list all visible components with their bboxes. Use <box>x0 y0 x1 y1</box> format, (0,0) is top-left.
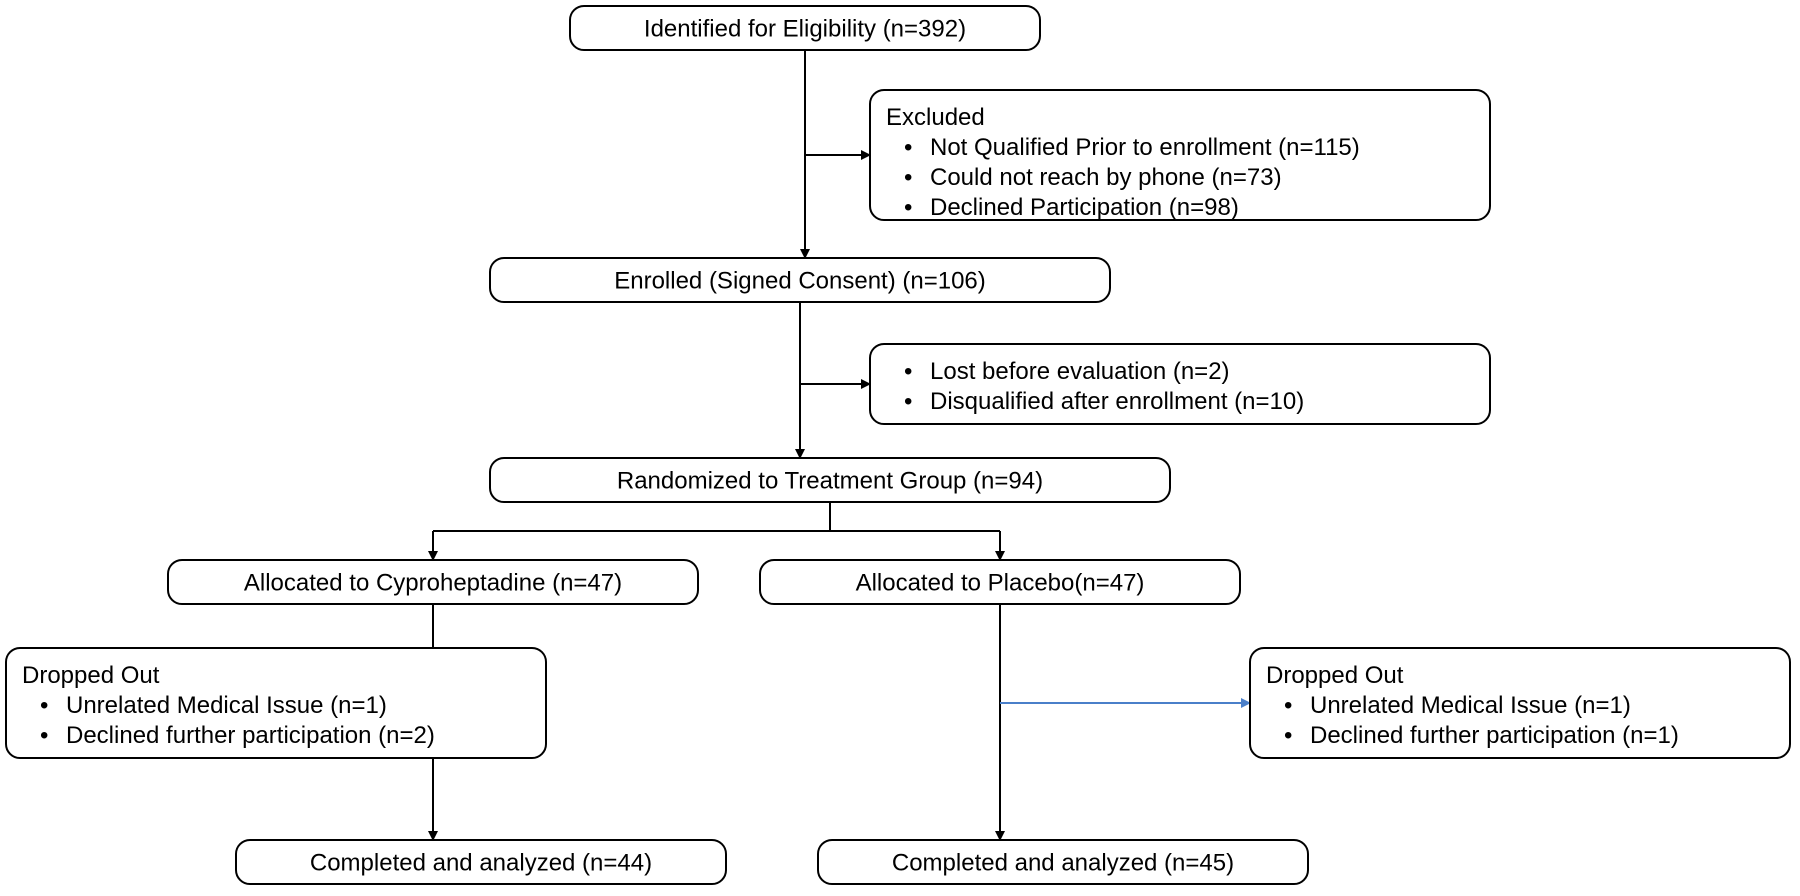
node-randomized: Randomized to Treatment Group (n=94) <box>490 458 1170 502</box>
svg-text:Declined further participation: Declined further participation (n=2) <box>66 722 435 749</box>
svg-text:•: • <box>904 194 912 221</box>
node-randomized-text: Randomized to Treatment Group (n=94) <box>617 467 1043 494</box>
node-done_plc-text: Completed and analyzed (n=45) <box>892 849 1234 876</box>
svg-text:•: • <box>1284 722 1292 749</box>
node-drop_plc: Dropped Out • Unrelated Medical Issue (n=1… <box>1250 648 1790 758</box>
node-alloc_plc-text: Allocated to Placebo(n=47) <box>856 569 1145 596</box>
node-done_plc: Completed and analyzed (n=45) <box>818 840 1308 884</box>
svg-text:•: • <box>1284 692 1292 719</box>
flowchart-root: Identified for Eligibility (n=392) Exclud… <box>0 0 1800 896</box>
svg-text:Unrelated Medical Issue (n=1): Unrelated Medical Issue (n=1) <box>66 692 387 719</box>
node-alloc_plc: Allocated to Placebo(n=47) <box>760 560 1240 604</box>
svg-text:Could not reach by phone (n=73: Could not reach by phone (n=73) <box>930 164 1282 191</box>
node-alloc_cyp-text: Allocated to Cyproheptadine (n=47) <box>244 569 622 596</box>
node-enrolled: Enrolled (Signed Consent) (n=106) <box>490 258 1110 302</box>
svg-text:•: • <box>904 358 912 385</box>
node-identified-text: Identified for Eligibility (n=392) <box>644 15 966 42</box>
svg-text:•: • <box>904 164 912 191</box>
node-identified: Identified for Eligibility (n=392) <box>570 6 1040 50</box>
node-post_enroll: • Lost before evaluation (n=2) • Disqualifi… <box>870 344 1490 424</box>
node-done_cyp: Completed and analyzed (n=44) <box>236 840 726 884</box>
svg-text:Lost before evaluation (n=2): Lost before evaluation (n=2) <box>930 358 1230 385</box>
svg-text:•: • <box>40 722 48 749</box>
svg-text:Declined further participation: Declined further participation (n=1) <box>1310 722 1679 749</box>
node-drop_cyp-title: Dropped Out <box>22 662 160 689</box>
svg-text:Unrelated Medical Issue (n=1): Unrelated Medical Issue (n=1) <box>1310 692 1631 719</box>
node-enrolled-text: Enrolled (Signed Consent) (n=106) <box>614 267 986 294</box>
node-drop_cyp: Dropped Out • Unrelated Medical Issue (n=1… <box>6 648 546 758</box>
node-excluded-title: Excluded <box>886 104 985 131</box>
svg-text:Declined Participation (n=98): Declined Participation (n=98) <box>930 194 1239 221</box>
svg-text:•: • <box>904 134 912 161</box>
node-excluded: Excluded • Not Qualified Prior to enrollme… <box>870 90 1490 221</box>
svg-text:Not Qualified Prior to enrollm: Not Qualified Prior to enrollment (n=115… <box>930 134 1360 161</box>
node-alloc_cyp: Allocated to Cyproheptadine (n=47) <box>168 560 698 604</box>
svg-text:Disqualified after enrollment: Disqualified after enrollment (n=10) <box>930 388 1304 415</box>
node-drop_plc-title: Dropped Out <box>1266 662 1404 689</box>
svg-text:•: • <box>904 388 912 415</box>
svg-text:•: • <box>40 692 48 719</box>
node-done_cyp-text: Completed and analyzed (n=44) <box>310 849 652 876</box>
